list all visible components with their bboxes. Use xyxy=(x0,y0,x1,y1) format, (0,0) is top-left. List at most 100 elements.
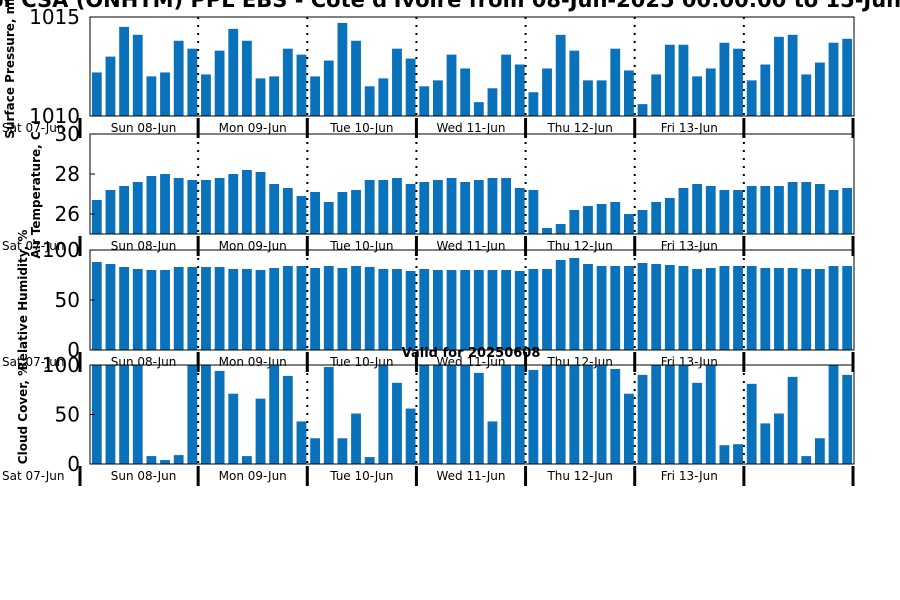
temperature-bar xyxy=(746,186,757,234)
temperature-bar xyxy=(282,188,293,234)
cloud-bar xyxy=(542,365,552,464)
first-day-label: Sat 07-Jun xyxy=(2,121,65,135)
humidity-bar xyxy=(692,269,703,350)
cloud-bar xyxy=(119,365,130,464)
day-label: Thu 12-Jun xyxy=(546,121,612,135)
humidity-bar xyxy=(296,266,307,350)
humidity-bar xyxy=(760,268,771,350)
temperature-bar xyxy=(473,180,484,234)
humidity-bar xyxy=(432,270,443,350)
pressure-bar xyxy=(801,74,812,116)
first-day-label: Sat 07-Jun xyxy=(2,355,65,369)
cloud-bar xyxy=(623,393,634,464)
pressure-bar xyxy=(814,62,825,116)
day-label: Wed 11-Jun xyxy=(437,121,506,135)
temperature-bar xyxy=(733,190,743,234)
cloud-bar xyxy=(323,366,334,464)
humidity-bar xyxy=(678,266,689,350)
temperature-bar xyxy=(214,178,225,234)
cloud-bar xyxy=(405,408,416,464)
cloud-bar xyxy=(201,365,211,464)
pressure-bar xyxy=(623,70,634,116)
pressure-bar xyxy=(473,102,484,116)
first-day-label: Sat 07-Jun xyxy=(2,239,65,253)
pressure-bar xyxy=(760,64,771,116)
cloud-bar xyxy=(514,365,525,464)
pressure-bar xyxy=(528,92,539,116)
pressure-bar xyxy=(501,54,512,116)
humidity-bar xyxy=(378,269,389,350)
pressure-bar xyxy=(460,68,471,116)
humidity-bar xyxy=(187,267,198,350)
cloud-bar xyxy=(214,370,225,464)
cloud-bar xyxy=(678,365,689,464)
temperature-bar xyxy=(432,180,443,234)
humidity-bar xyxy=(623,266,634,350)
day-label: Tue 10-Jun xyxy=(329,239,393,253)
cloud-bar xyxy=(446,365,457,464)
humidity-bar xyxy=(528,269,539,350)
humidity-bar xyxy=(487,270,498,350)
temperature-bar xyxy=(105,190,116,234)
humidity-bar xyxy=(555,260,566,350)
humidity-bar xyxy=(746,266,757,350)
temperature-bar xyxy=(255,172,266,234)
pressure-bar xyxy=(719,42,730,116)
cloud-bar xyxy=(473,372,484,464)
pressure-bar xyxy=(664,44,675,116)
day-label: Mon 09-Jun xyxy=(219,121,287,135)
pressure-bar xyxy=(787,34,798,116)
pressure-bar xyxy=(610,48,621,116)
day-label: Mon 09-Jun xyxy=(219,469,287,483)
cloud-ylabel: Cloud Cover, % xyxy=(16,364,30,464)
temperature-bar xyxy=(760,186,771,234)
cloud-ytick-label: 100 xyxy=(42,353,80,377)
temperature-bar xyxy=(828,190,839,234)
cloud-bar xyxy=(91,365,102,464)
pressure-bar xyxy=(432,80,443,116)
cloud-bar xyxy=(351,413,361,464)
pressure-bar xyxy=(596,80,607,116)
humidity-bar xyxy=(228,269,239,350)
temperature-bar xyxy=(392,178,402,234)
pressure-bar xyxy=(542,68,552,116)
cloud-bar xyxy=(364,457,375,464)
cloud-bar xyxy=(774,413,784,464)
temperature-bar xyxy=(460,182,471,234)
pressure-bar xyxy=(705,68,716,116)
humidity-ytick-label: 50 xyxy=(55,288,80,312)
cloud-bar xyxy=(241,456,252,464)
cloud-bar xyxy=(432,365,443,464)
humidity-bar xyxy=(705,268,716,350)
temperature-bar xyxy=(378,180,389,234)
cloud-bar xyxy=(828,365,839,464)
pressure-bar xyxy=(269,76,280,116)
pressure-bar xyxy=(146,76,157,116)
temperature-bar xyxy=(228,174,239,234)
humidity-bar xyxy=(733,266,743,350)
temperature-bar xyxy=(610,202,621,234)
cloud-bar xyxy=(801,456,812,464)
humidity-bar xyxy=(405,271,416,350)
temperature-bar xyxy=(487,178,498,234)
humidity-bar xyxy=(828,266,839,350)
humidity-bar xyxy=(323,266,334,350)
cloud-bar xyxy=(760,423,771,464)
pressure-bar xyxy=(692,76,703,116)
humidity-bar xyxy=(774,268,784,350)
pressure-bar xyxy=(637,104,648,116)
pressure-bar xyxy=(378,78,389,116)
temperature-bar xyxy=(637,210,648,234)
cloud-bar xyxy=(460,365,471,464)
humidity-bar xyxy=(132,269,143,350)
temperature-bar xyxy=(405,184,416,234)
day-label: Thu 12-Jun xyxy=(546,239,612,253)
day-label: Fri 13-Jun xyxy=(661,121,718,135)
pressure-bar xyxy=(405,58,416,116)
temperature-ytick-label: 26 xyxy=(55,202,80,226)
day-label: Tue 10-Jun xyxy=(329,121,393,135)
valid-date-label: Valid for 20250608 xyxy=(401,346,541,361)
temperature-bar xyxy=(787,182,798,234)
temperature-bar xyxy=(501,178,512,234)
cloud-bar xyxy=(160,460,170,464)
